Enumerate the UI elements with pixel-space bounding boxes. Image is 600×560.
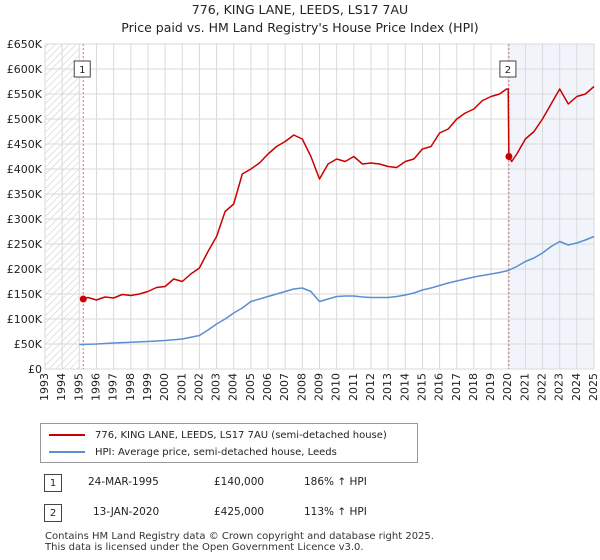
chart-legend: 776, KING LANE, LEEDS, LS17 7AU (semi-de… (40, 423, 418, 463)
x-tick-label: 2021 (518, 373, 531, 401)
transaction-date: 24-MAR-1995 (88, 476, 159, 488)
legend-label-property: 776, KING LANE, LEEDS, LS17 7AU (semi-de… (95, 429, 387, 441)
x-tick-label: 2006 (261, 373, 274, 401)
transaction-badge: 1 (44, 474, 62, 492)
y-tick-label: £400K (7, 163, 43, 176)
sale-label-box (73, 60, 91, 78)
x-tick-label: 2016 (433, 373, 446, 401)
x-tick-label: 2023 (553, 373, 566, 401)
x-tick-label: 2013 (381, 373, 394, 401)
x-tick-label: 2017 (450, 373, 463, 401)
y-tick-label: £650K (7, 38, 43, 51)
hpi-series-line (79, 235, 595, 346)
x-tick-label: 2012 (364, 373, 377, 401)
post-sale-shade (508, 44, 594, 369)
transaction-badge: 2 (44, 504, 62, 522)
legend-item-hpi: HPI: Average price, semi-detached house,… (49, 444, 337, 460)
x-tick-label: 1994 (55, 373, 68, 401)
y-tick-label: £600K (7, 63, 43, 76)
price-chart: £0 £50K £100K £150K £200K £250K £300K £350K £400… (7, 38, 600, 401)
sale-point (505, 153, 513, 160)
transaction-price: £425,000 (214, 506, 265, 518)
y-tick-label: £0 (28, 363, 42, 376)
y-tick-label: £450K (7, 138, 43, 151)
footer: Contains HM Land Registry data © Crown c… (45, 531, 434, 553)
x-tick-label: 2010 (330, 373, 343, 401)
x-tick-label: 2014 (398, 373, 411, 401)
x-tick-label: 2000 (158, 373, 171, 401)
x-tick-label: 2019 (484, 373, 497, 401)
y-tick-label: £150K (7, 288, 43, 301)
x-tick-label: 2007 (278, 373, 291, 401)
y-tick-label: £250K (7, 238, 43, 251)
x-tick-label: 1995 (72, 373, 85, 401)
chart-title: 776, KING LANE, LEEDS, LS17 7AU (191, 2, 409, 17)
x-tick-label: 2025 (587, 373, 600, 401)
y-tick-label: £350K (7, 188, 43, 201)
x-tick-label: 2008 (295, 373, 308, 401)
x-tick-label: 2011 (347, 373, 360, 401)
x-tick-label: 2002 (192, 373, 205, 401)
x-tick-label: 2001 (175, 373, 188, 401)
sale-label-text: 1 (79, 65, 85, 76)
x-tick-label: 2005 (244, 373, 257, 401)
x-tick-label: 1998 (124, 373, 137, 401)
legend-item-property: 776, KING LANE, LEEDS, LS17 7AU (semi-de… (49, 427, 387, 443)
legend-swatch-hpi (49, 451, 85, 453)
footer-license: This data is licensed under the Open Gov… (45, 542, 364, 553)
x-tick-label: 2020 (501, 373, 514, 401)
x-tick-label: 2022 (536, 373, 549, 401)
footer-copyright: Contains HM Land Registry data © Crown c… (45, 531, 434, 542)
sale-label-box (499, 60, 517, 78)
x-tick-label: 1993 (38, 373, 51, 401)
legend-swatch-property (49, 434, 85, 436)
sale-label-text: 2 (505, 65, 511, 76)
sale-point (79, 295, 87, 303)
chart-subtitle: Price paid vs. HM Land Registry's House … (121, 20, 479, 35)
transaction-hpi-change: 113% ↑ HPI (304, 506, 367, 518)
x-tick-label: 2003 (210, 373, 223, 401)
x-tick-label: 2024 (570, 373, 583, 401)
y-tick-label: £300K (7, 213, 43, 226)
x-tick-label: 2015 (415, 373, 428, 401)
x-tick-label: 2018 (467, 373, 480, 401)
transaction-price: £140,000 (214, 476, 265, 488)
y-tick-label: £500K (7, 113, 43, 126)
y-tick-label: £100K (7, 313, 43, 326)
transaction-hpi-change: 186% ↑ HPI (304, 476, 367, 488)
x-tick-label: 1996 (89, 373, 102, 401)
y-tick-label: £550K (7, 88, 43, 101)
x-tick-label: 1997 (107, 373, 120, 401)
x-tick-label: 1999 (141, 373, 154, 401)
y-tick-label: £50K (14, 338, 43, 351)
y-tick-label: £200K (7, 263, 43, 276)
x-tick-label: 2004 (227, 373, 240, 401)
transaction-date: 13-JAN-2020 (93, 506, 160, 518)
x-tick-label: 2009 (313, 373, 326, 401)
legend-label-hpi: HPI: Average price, semi-detached house,… (95, 446, 337, 458)
